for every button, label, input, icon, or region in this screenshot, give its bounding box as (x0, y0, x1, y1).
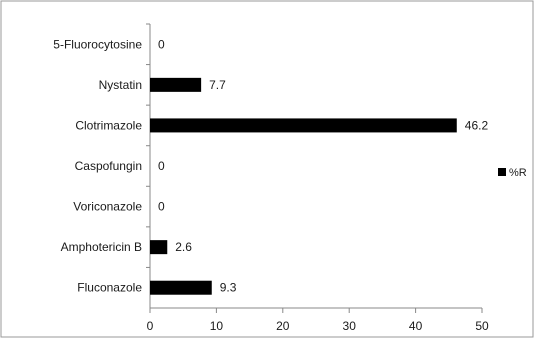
category-label-fluconazole: Fluconazole (77, 281, 142, 295)
category-label-clotrimazole: Clotrimazole (75, 118, 142, 132)
x-tick-label-50: 50 (475, 319, 489, 333)
value-label-fluconazole: 9.3 (220, 281, 237, 295)
value-label-voriconazole: 0 (158, 200, 165, 214)
legend-swatch-r (498, 168, 506, 176)
value-label-nystatin: 7.7 (209, 78, 226, 92)
bar-nystatin (150, 77, 202, 92)
bars-layer: 5-Fluorocytosine 0 Nystatin 7.7 Clotrimazole… (53, 23, 489, 295)
value-label-amphotericin-b: 2.6 (175, 240, 192, 254)
bar-clotrimazole (150, 118, 457, 133)
x-tick-label-30: 30 (343, 319, 357, 333)
chart-legend: %R (498, 167, 527, 179)
legend-label-r: %R (509, 167, 527, 179)
x-tick-label-20: 20 (276, 319, 290, 333)
x-tick-label-10: 10 (210, 319, 224, 333)
value-label-5-fluorocytosine: 0 (158, 37, 165, 51)
x-tick-label-40: 40 (409, 319, 423, 333)
x-ticks-layer: 0 10 20 30 40 50 (147, 308, 489, 333)
category-label-voriconazole: Voriconazole (73, 200, 142, 214)
x-tick-label-0: 0 (147, 319, 154, 333)
value-label-clotrimazole: 46.2 (465, 118, 489, 132)
category-label-nystatin: Nystatin (99, 78, 142, 92)
category-label-caspofungin: Caspofungin (75, 159, 142, 173)
value-label-caspofungin: 0 (158, 159, 165, 173)
bar-amphotericin-b (150, 240, 168, 255)
bar-fluconazole (150, 280, 212, 295)
category-label-amphotericin-b: Amphotericin B (61, 240, 142, 254)
category-label-5-fluorocytosine: 5-Fluorocytosine (53, 37, 142, 51)
